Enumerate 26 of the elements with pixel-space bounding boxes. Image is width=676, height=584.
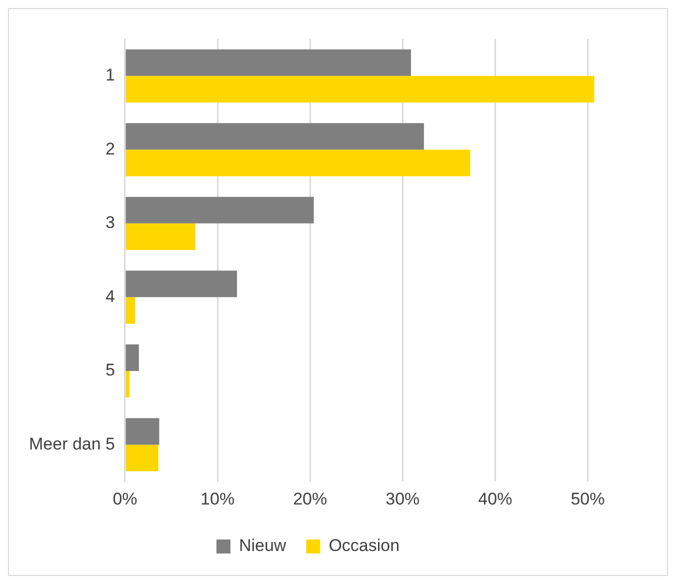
legend-label: Occasion	[328, 536, 400, 556]
y-tick-label: 4	[106, 286, 115, 306]
bar	[126, 270, 237, 298]
legend-label: Nieuw	[238, 536, 287, 556]
bar	[126, 344, 139, 371]
bar	[126, 223, 196, 250]
y-tick-label: 1	[106, 66, 115, 85]
bar	[126, 76, 594, 102]
bar	[126, 370, 130, 398]
y-tick-label: 2	[106, 139, 115, 158]
bar	[126, 123, 424, 150]
bar	[126, 297, 136, 324]
bar	[126, 150, 470, 176]
x-tick-label: 30%	[386, 489, 420, 508]
y-tick-label: 3	[106, 213, 115, 232]
bar	[126, 418, 160, 445]
x-tick-label: 40%	[478, 489, 512, 508]
x-tick-label: 50%	[570, 489, 605, 508]
x-tick-label: 10%	[200, 489, 235, 508]
x-tick-label: 0%	[112, 489, 138, 508]
x-tick-label: 20%	[293, 489, 328, 508]
bar	[126, 444, 158, 472]
bar	[126, 49, 411, 76]
y-tick-label: Meer dan 5	[28, 434, 115, 454]
bar	[126, 196, 314, 224]
y-tick-label: 5	[106, 360, 115, 380]
